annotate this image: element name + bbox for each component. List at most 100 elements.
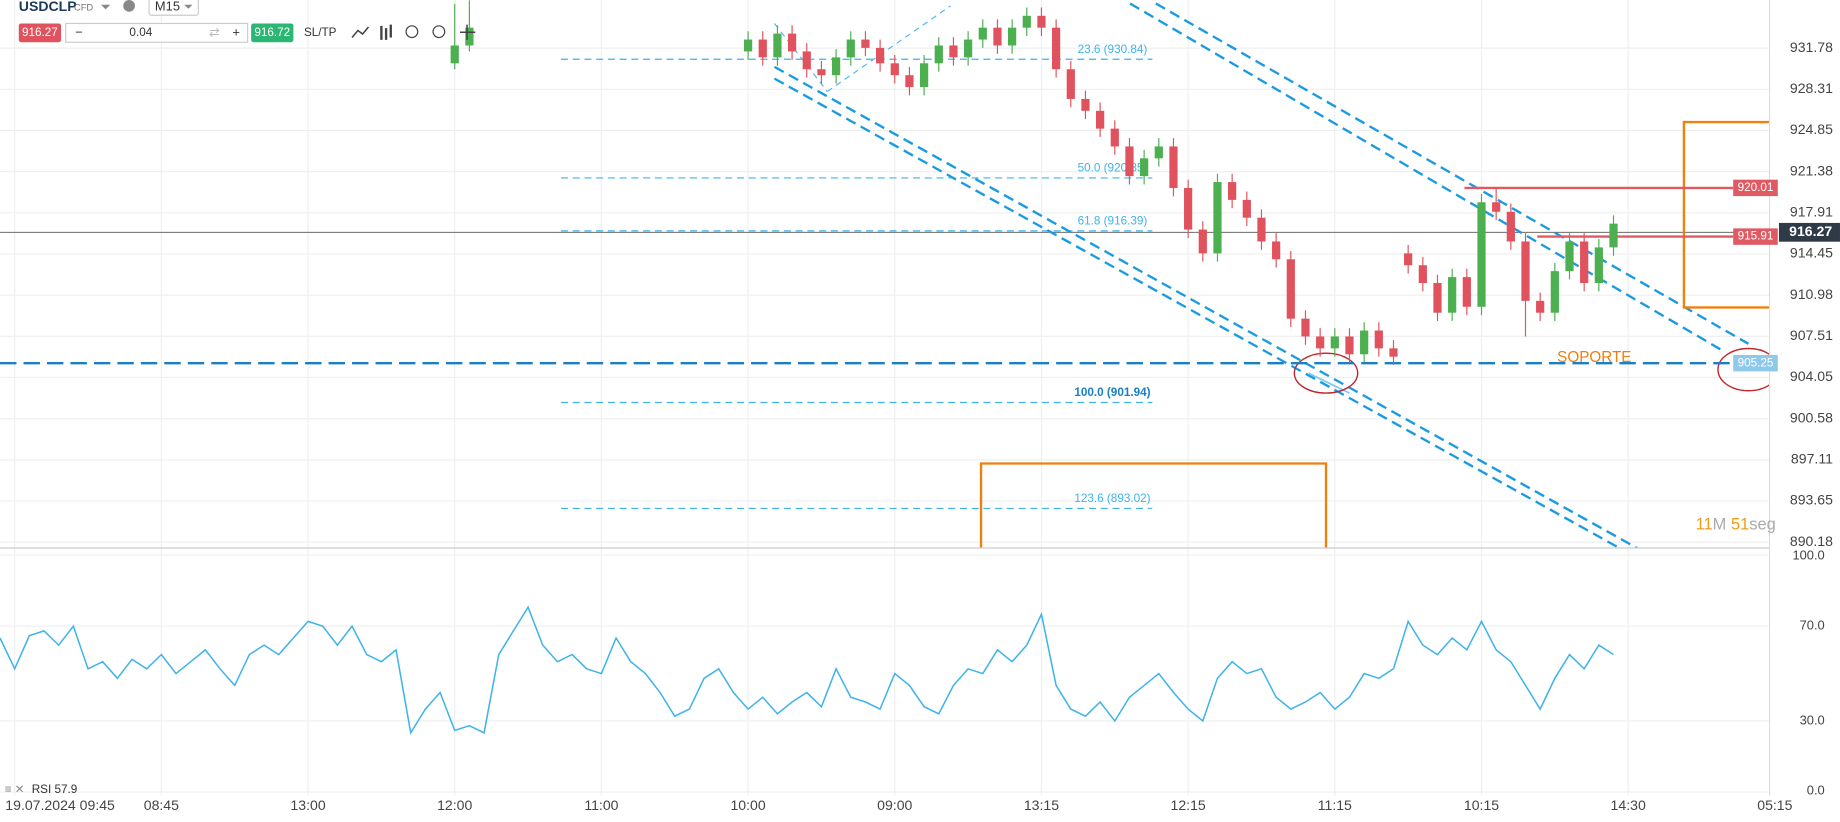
x-tick-label: 19.07.2024 09:45 xyxy=(5,797,115,813)
y-tick-label: 910.98 xyxy=(1790,286,1833,302)
candle-body xyxy=(817,69,826,76)
candle-body xyxy=(934,45,943,64)
y-tick-label: 921.38 xyxy=(1790,162,1833,178)
symbol[interactable]: USDCLP xyxy=(19,0,77,14)
dropdown-arrow[interactable] xyxy=(184,4,193,9)
candle-body xyxy=(1169,146,1178,189)
candle-body xyxy=(1257,217,1266,242)
channel-line xyxy=(773,65,1638,548)
zoom-in[interactable] xyxy=(432,25,446,39)
y-tick-label: 70.0 xyxy=(1800,618,1825,633)
line-tool[interactable] xyxy=(351,26,370,39)
x-tick-label: 05:15 xyxy=(1757,797,1792,813)
candle-body xyxy=(831,57,841,76)
fib-label: 23.6 (930.84) xyxy=(1078,43,1148,56)
toolbar: USDCLP CFD M15 916.27 − 0.04 ⇄ + 916.72 … xyxy=(18,0,476,43)
candle-body xyxy=(450,45,459,64)
y-tick-label: 897.11 xyxy=(1791,451,1833,467)
price-label-bg xyxy=(1733,354,1778,372)
orange-box xyxy=(979,462,1328,548)
candle-body xyxy=(1374,330,1383,349)
orange-box xyxy=(1682,120,1770,309)
fibonacci: 23.6 (930.84) 50.0 (920.85) 61.8 (916.39) 1… xyxy=(560,43,1153,510)
candle-body xyxy=(1330,336,1339,349)
candle-body xyxy=(1433,283,1442,313)
labels: SOPORTE 11M 51seg RSI 57.9 ≡ ✕ 931.78 928.… xyxy=(5,39,1840,813)
candle-body xyxy=(1565,241,1574,272)
candle-body xyxy=(890,63,899,76)
x-tick-label: 10:15 xyxy=(1464,797,1499,813)
x-tick-label: 08:45 xyxy=(144,797,179,813)
price-label: 905.25 xyxy=(1738,356,1774,369)
crosshair[interactable] xyxy=(460,24,476,40)
candle-body xyxy=(1037,15,1046,28)
x-tick-label: 13:15 xyxy=(1024,797,1059,813)
timeframe[interactable]: M15 xyxy=(155,0,180,13)
timer-unit: seg xyxy=(1749,516,1775,534)
candle-body xyxy=(1022,15,1031,28)
candle-body xyxy=(773,33,782,58)
x-tick-label: 12:15 xyxy=(1171,797,1206,813)
plus[interactable]: + xyxy=(232,24,240,39)
candle-body xyxy=(1213,182,1222,254)
x-tick-label: 12:00 xyxy=(437,797,472,813)
candle-body xyxy=(1228,182,1237,200)
candle-body xyxy=(1198,229,1207,254)
minus[interactable]: − xyxy=(75,24,83,39)
candle-body xyxy=(846,39,855,58)
fib-label: 50.0 (920.85) xyxy=(1078,162,1148,175)
timeframe-box[interactable] xyxy=(148,0,199,16)
candle-body xyxy=(743,39,753,52)
y-tick-label: 890.18 xyxy=(1790,533,1833,549)
candle-body xyxy=(1316,336,1325,349)
candle-body xyxy=(787,33,797,52)
candle-body xyxy=(1418,265,1427,284)
candle-body xyxy=(905,75,914,88)
fib-label: 123.6 (893.02) xyxy=(1074,492,1150,505)
candle-body xyxy=(1242,199,1251,218)
price-label: 915.91 xyxy=(1738,230,1774,243)
timer-unit: M xyxy=(1713,516,1727,534)
channel-line xyxy=(773,77,1620,548)
candle-body xyxy=(1301,318,1310,337)
dropdown-arrow[interactable] xyxy=(100,4,111,10)
candle-body xyxy=(1140,158,1149,177)
sell-price[interactable]: 916.27 xyxy=(22,26,58,39)
sell-button[interactable] xyxy=(18,23,62,43)
x-tick-label: 11:00 xyxy=(584,797,618,813)
candle-body xyxy=(1052,27,1061,70)
candle-body xyxy=(1154,146,1163,159)
highlight-ellipse xyxy=(1293,352,1359,394)
drawings xyxy=(0,2,1770,548)
candle-body xyxy=(1536,300,1545,313)
rsi-panel xyxy=(0,605,1614,735)
volume[interactable]: 0.04 xyxy=(129,26,152,39)
y-tick-label: 928.31 xyxy=(1790,80,1833,96)
candle-body xyxy=(1066,69,1075,99)
y-tick-label: 907.51 xyxy=(1790,327,1833,343)
volume-input[interactable] xyxy=(65,22,249,43)
info-icon[interactable] xyxy=(123,0,135,12)
candles xyxy=(450,0,1618,365)
y-tick-label: 30.0 xyxy=(1800,712,1825,727)
support-label: SOPORTE xyxy=(1557,349,1631,366)
sltp[interactable]: SL/TP xyxy=(304,26,337,39)
candle-body xyxy=(1345,336,1354,355)
buy-button[interactable] xyxy=(251,23,294,43)
buy-price[interactable]: 916.72 xyxy=(254,26,290,39)
candle-body xyxy=(1550,271,1559,313)
rsi-icons[interactable]: ≡ ✕ xyxy=(5,783,25,796)
fib-label: 100.0 (901.94) xyxy=(1074,386,1150,399)
swap-icon[interactable]: ⇄ xyxy=(209,24,220,39)
fib-label: 61.8 (916.39) xyxy=(1078,215,1148,228)
candle-body xyxy=(758,39,767,58)
y-tick-label: 924.85 xyxy=(1790,121,1833,137)
candle-body xyxy=(1360,330,1369,355)
candle-tool[interactable] xyxy=(380,24,392,40)
triangle-line xyxy=(774,23,828,92)
price-label-bg xyxy=(1733,179,1778,197)
candle-body xyxy=(978,27,987,40)
zoom-out[interactable] xyxy=(405,25,419,39)
